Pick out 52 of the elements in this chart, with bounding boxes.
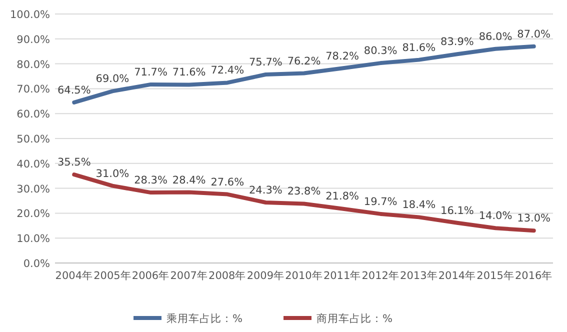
data-label: 18.4% bbox=[402, 199, 436, 212]
data-label: 13.0% bbox=[517, 212, 551, 225]
data-label: 27.6% bbox=[210, 176, 244, 188]
data-label: 19.7% bbox=[364, 196, 398, 208]
y-tick-label: 100.0% bbox=[10, 9, 50, 21]
y-tick-label: 30.0% bbox=[16, 183, 50, 196]
data-label: 31.0% bbox=[96, 168, 130, 180]
x-tick-label: 2006年 bbox=[132, 270, 170, 282]
y-tick-label: 70.0% bbox=[16, 84, 50, 96]
legend-label: 乘用车占比：% bbox=[166, 312, 242, 325]
y-tick-label: 60.0% bbox=[16, 108, 50, 121]
data-label: 14.0% bbox=[478, 210, 512, 222]
data-label: 76.2% bbox=[287, 55, 321, 68]
data-label: 71.6% bbox=[172, 66, 206, 79]
y-tick-label: 90.0% bbox=[16, 34, 50, 46]
data-label: 75.7% bbox=[249, 56, 282, 69]
x-tick-label: 2008年 bbox=[208, 270, 246, 282]
y-tick-label: 80.0% bbox=[16, 58, 50, 71]
x-tick-label: 2013年 bbox=[400, 270, 438, 282]
data-label: 23.8% bbox=[287, 186, 321, 198]
data-label: 83.9% bbox=[440, 36, 474, 48]
data-label: 28.3% bbox=[134, 174, 168, 187]
y-tick-label: 10.0% bbox=[16, 233, 50, 246]
data-label: 16.1% bbox=[440, 204, 474, 217]
data-label: 71.7% bbox=[134, 66, 168, 78]
data-label: 21.8% bbox=[326, 190, 360, 203]
x-tick-label: 2011年 bbox=[323, 270, 362, 282]
y-tick-label: 0.0% bbox=[23, 258, 50, 270]
data-label: 81.6% bbox=[402, 42, 436, 54]
y-tick-label: 20.0% bbox=[16, 208, 50, 220]
y-tick-label: 50.0% bbox=[16, 134, 50, 146]
data-label: 86.0% bbox=[478, 30, 512, 43]
data-label: 24.3% bbox=[249, 184, 282, 196]
x-tick-label: 2014年 bbox=[438, 270, 476, 282]
x-tick-label: 2010年 bbox=[285, 270, 323, 282]
x-tick-label: 2012年 bbox=[362, 270, 400, 282]
data-label: 35.5% bbox=[57, 156, 91, 169]
data-label: 28.4% bbox=[172, 174, 206, 186]
x-tick-label: 2016年 bbox=[514, 270, 553, 282]
data-label: 72.4% bbox=[210, 64, 244, 77]
x-tick-label: 2004年 bbox=[55, 270, 94, 282]
data-label: 80.3% bbox=[364, 45, 398, 58]
legend-label: 商用车占比：% bbox=[316, 312, 392, 325]
x-tick-label: 2005年 bbox=[94, 270, 132, 282]
x-tick-label: 2015年 bbox=[476, 270, 514, 282]
data-label: 87.0% bbox=[517, 28, 551, 40]
data-label: 78.2% bbox=[326, 50, 360, 62]
y-tick-label: 40.0% bbox=[16, 158, 50, 170]
x-tick-label: 2009年 bbox=[246, 270, 285, 282]
x-tick-label: 2007年 bbox=[170, 270, 208, 282]
data-label: 64.5% bbox=[57, 84, 91, 96]
data-label: 69.0% bbox=[96, 73, 130, 86]
